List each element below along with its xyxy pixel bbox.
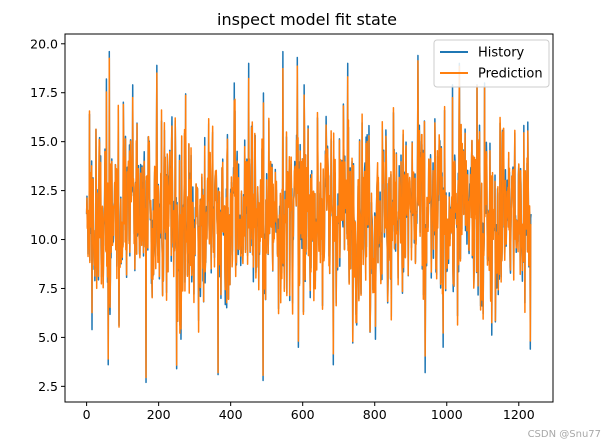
ticks-layer: 0 200 400 600 800 1000 1200 2.5 5.0 7.5 10.0 12.5 15… <box>30 36 535 422</box>
y-tick-label: 2.5 <box>38 379 58 394</box>
y-tick-label: 7.5 <box>38 281 58 296</box>
x-tick-label: 200 <box>147 407 171 422</box>
chart-title: inspect model fit state <box>217 10 397 29</box>
y-tick-label: 5.0 <box>38 330 58 345</box>
x-tick-label: 400 <box>219 407 243 422</box>
series-line-prediction <box>85 57 532 379</box>
x-tick-label: 600 <box>291 407 315 422</box>
x-tick-label: 0 <box>83 407 91 422</box>
watermark: CSDN @Snu77 <box>527 429 601 440</box>
x-tick-label: 1000 <box>431 407 463 422</box>
legend-label: Prediction <box>478 67 543 82</box>
series-layer <box>85 50 532 384</box>
legend-label: History <box>478 46 525 61</box>
legend: History Prediction <box>433 39 550 88</box>
x-tick-label: 1200 <box>503 407 535 422</box>
y-tick-label: 17.5 <box>30 85 58 100</box>
y-tick-label: 10.0 <box>30 232 58 247</box>
plot-frame <box>64 33 554 403</box>
y-tick-label: 15.0 <box>30 134 58 149</box>
y-tick-label: 20.0 <box>30 36 58 51</box>
y-tick-label: 12.5 <box>30 183 58 198</box>
x-tick-label: 800 <box>363 407 387 422</box>
